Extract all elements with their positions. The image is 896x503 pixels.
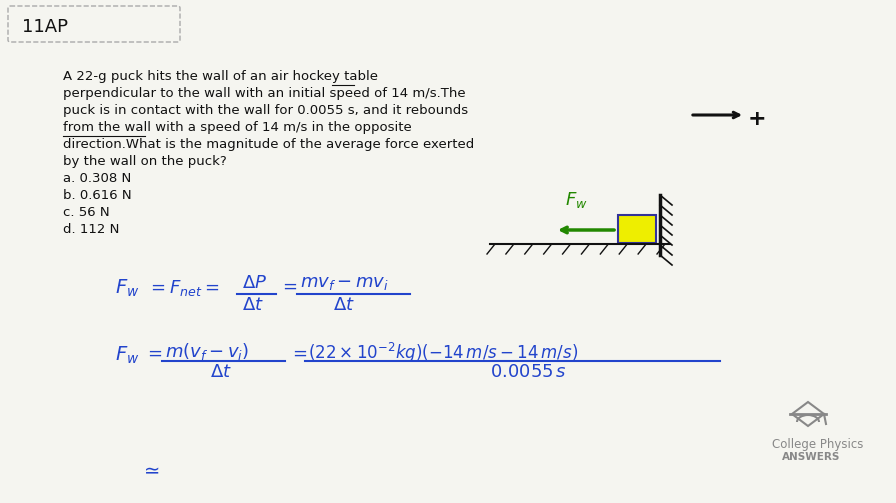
- Text: $0.0055\,s$: $0.0055\,s$: [490, 363, 567, 381]
- Text: $\Delta t$: $\Delta t$: [242, 296, 264, 314]
- Text: puck is in contact with the wall for 0.0055 s, and it rebounds: puck is in contact with the wall for 0.0…: [63, 104, 468, 117]
- Text: +: +: [748, 109, 767, 129]
- Text: $\simeq$: $\simeq$: [140, 460, 160, 479]
- Text: $\Delta P$: $\Delta P$: [242, 274, 267, 292]
- Text: $\Delta t$: $\Delta t$: [210, 363, 232, 381]
- Text: a. 0.308 N: a. 0.308 N: [63, 172, 131, 185]
- Text: $\Delta t$: $\Delta t$: [333, 296, 355, 314]
- Text: b. 0.616 N: b. 0.616 N: [63, 189, 132, 202]
- FancyBboxPatch shape: [8, 6, 180, 42]
- Text: ANSWERS: ANSWERS: [782, 452, 840, 462]
- Bar: [618, 215, 656, 243]
- Text: College Physics: College Physics: [772, 438, 864, 451]
- Text: =: =: [147, 345, 162, 363]
- Text: =: =: [292, 345, 307, 363]
- Text: $F_w$: $F_w$: [565, 190, 588, 210]
- Text: 11AP: 11AP: [22, 18, 68, 36]
- Text: A 22-g puck hits the wall of an air hockey table: A 22-g puck hits the wall of an air hock…: [63, 70, 378, 83]
- Text: $mv_f - mv_i$: $mv_f - mv_i$: [300, 274, 389, 292]
- Text: $m(v_f - v_i)$: $m(v_f - v_i)$: [165, 341, 249, 362]
- Text: c. 56 N: c. 56 N: [63, 206, 109, 219]
- Text: $= F_{net} =$: $= F_{net} =$: [147, 278, 220, 298]
- Text: $F_w$: $F_w$: [115, 345, 140, 366]
- Text: perpendicular to the wall with an initial speed of 14 m/s.The: perpendicular to the wall with an initia…: [63, 87, 466, 100]
- Text: $F_w$: $F_w$: [115, 278, 140, 299]
- Text: d. 112 N: d. 112 N: [63, 223, 119, 236]
- Text: $(22\times10^{-2}kg)(-14\,m/s - 14\,m/s)$: $(22\times10^{-2}kg)(-14\,m/s - 14\,m/s)…: [308, 341, 578, 365]
- Text: =: =: [282, 278, 297, 296]
- Text: from the wall with a speed of 14 m/s in the opposite: from the wall with a speed of 14 m/s in …: [63, 121, 412, 134]
- Text: direction.What is the magnitude of the average force exerted: direction.What is the magnitude of the a…: [63, 138, 474, 151]
- Text: by the wall on the puck?: by the wall on the puck?: [63, 155, 227, 168]
